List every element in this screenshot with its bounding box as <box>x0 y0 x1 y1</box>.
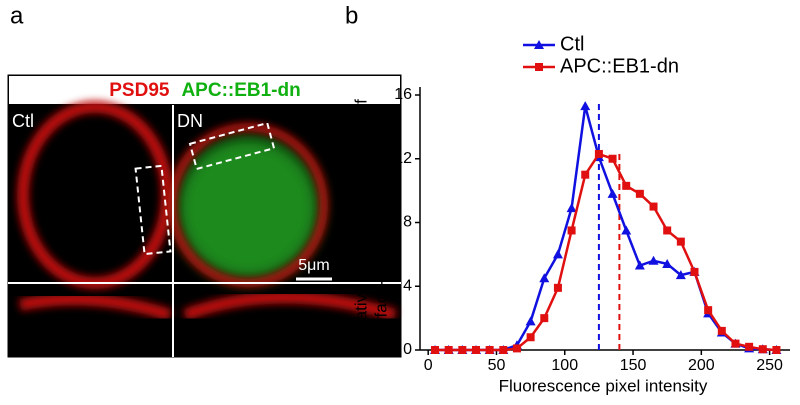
y-tick-label: 4 <box>403 277 412 294</box>
x-tick-label: 100 <box>551 357 578 374</box>
condition-label: DN <box>177 111 203 131</box>
data-point <box>648 255 659 265</box>
x-tick-label: 250 <box>756 357 783 374</box>
data-point <box>485 346 494 354</box>
data-point <box>662 258 673 268</box>
data-point <box>526 333 535 342</box>
data-point <box>717 326 726 335</box>
legend-marker <box>534 40 544 49</box>
dn-inset <box>182 291 397 321</box>
data-point <box>608 154 617 163</box>
legend-marker <box>535 63 543 71</box>
data-point <box>431 346 440 354</box>
x-tick-label: 200 <box>688 357 715 374</box>
ctl-inset <box>18 293 172 321</box>
x-tick-label: 0 <box>424 357 433 374</box>
data-point <box>580 101 591 111</box>
x-axis-label: Fluorescence pixel intensity <box>499 376 708 395</box>
data-point <box>704 306 713 315</box>
roi-box <box>188 121 276 171</box>
panel-label: a <box>10 2 24 29</box>
y-tick-label: 12 <box>394 150 412 167</box>
y-tick-label: 8 <box>403 214 412 231</box>
data-point <box>676 237 685 246</box>
data-point <box>663 226 672 235</box>
panel-label: b <box>345 2 358 29</box>
data-point <box>731 339 740 348</box>
data-point <box>675 270 686 280</box>
data-point <box>649 202 658 211</box>
data-point <box>567 226 576 235</box>
marker-header: PSD95 APC::EB1-dn <box>109 80 300 101</box>
data-point <box>745 342 754 351</box>
scale-label: 5μm <box>298 257 329 274</box>
data-point <box>581 170 590 179</box>
series-line <box>435 105 777 352</box>
legend-label: APC::EB1-dn <box>560 55 679 77</box>
y-tick-label: 0 <box>403 341 412 358</box>
x-tick-label: 50 <box>488 357 506 374</box>
data-point <box>622 181 631 190</box>
dn-cell <box>176 136 320 280</box>
series-line <box>435 152 777 352</box>
data-point <box>607 188 618 198</box>
roi-box <box>134 164 172 256</box>
data-point <box>594 149 603 158</box>
data-point <box>758 345 767 354</box>
data-point <box>635 189 644 198</box>
y-axis-label: Relative frequency distribution of <box>351 99 370 346</box>
data-point <box>553 283 562 292</box>
header-box <box>9 76 400 104</box>
y-axis-label: surface-associated labeling (%) <box>371 104 390 341</box>
data-point <box>512 344 521 353</box>
data-point <box>552 249 563 259</box>
x-tick-label: 150 <box>620 357 647 374</box>
y-tick-label: 16 <box>394 86 412 103</box>
data-point <box>539 273 550 283</box>
data-point <box>444 346 453 354</box>
data-point <box>499 346 508 354</box>
data-point <box>566 203 577 213</box>
condition-label: Ctl <box>12 111 34 131</box>
data-point <box>471 346 480 354</box>
data-point <box>772 346 781 354</box>
data-point <box>525 316 536 326</box>
data-point <box>458 346 467 354</box>
marker-green: APC::EB1-dn <box>181 80 300 101</box>
data-point <box>690 267 699 276</box>
micrograph: Ctl DN 5μm <box>8 101 401 357</box>
data-point <box>621 225 632 235</box>
legend-label: Ctl <box>560 33 584 55</box>
marker-red: PSD95 <box>109 80 170 101</box>
data-point <box>540 314 549 323</box>
data-point <box>634 260 645 270</box>
